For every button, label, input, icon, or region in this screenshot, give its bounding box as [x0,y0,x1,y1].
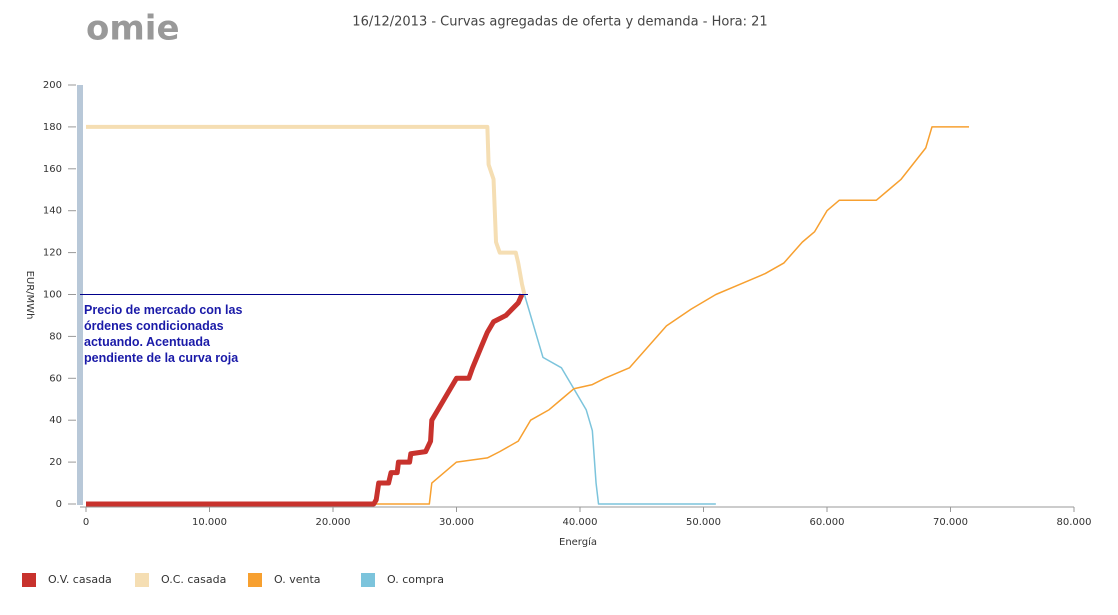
legend-swatch [135,573,149,587]
legend-label: O. venta [274,573,321,586]
y-tick-label: 120 [43,248,62,259]
x-tick-label: 70.000 [933,517,968,528]
y-tick-label: 60 [49,373,62,384]
legend-swatch [361,573,375,587]
x-tick-label: 60.000 [810,517,845,528]
legend-label: O.V. casada [48,573,112,586]
x-tick-label: 40.000 [563,517,598,528]
y-tick-label: 80 [49,331,62,342]
annotation-text: pendiente de la curva roja [84,351,239,365]
annotation-text: órdenes condicionadas [84,319,224,333]
x-tick-label: 10.000 [192,517,227,528]
legend-label: O. compra [387,573,444,586]
y-tick-label: 40 [49,415,62,426]
series-line [86,293,525,507]
chart-title: 16/12/2013 - Curvas agregadas de oferta … [352,15,767,30]
legend-swatch [248,573,262,587]
x-tick-label: 0 [83,517,89,528]
x-axis-label: Energía [559,536,597,548]
y-tick-label: 140 [43,206,62,217]
x-tick-label: 20.000 [316,517,351,528]
x-tick-label: 50.000 [686,517,721,528]
y-tick-label: 200 [43,80,62,91]
y-tick-label: 20 [49,457,62,468]
y-tick-label: 0 [56,499,62,510]
y-tick-label: 100 [43,290,62,301]
y-tick-label: 160 [43,164,62,175]
logo: omie [86,9,180,49]
y-tick-label: 180 [43,122,62,133]
y-axis-label: EUR/MWh [24,271,35,320]
legend-label: O.C. casada [161,573,226,586]
x-tick-label: 30.000 [439,517,474,528]
series-line [86,124,527,295]
x-tick-label: 80.000 [1057,517,1092,528]
annotation-text: Precio de mercado con las [84,303,242,317]
annotation-text: actuando. Acentuada [84,335,211,349]
series-line [86,126,970,505]
legend-swatch [22,573,36,587]
